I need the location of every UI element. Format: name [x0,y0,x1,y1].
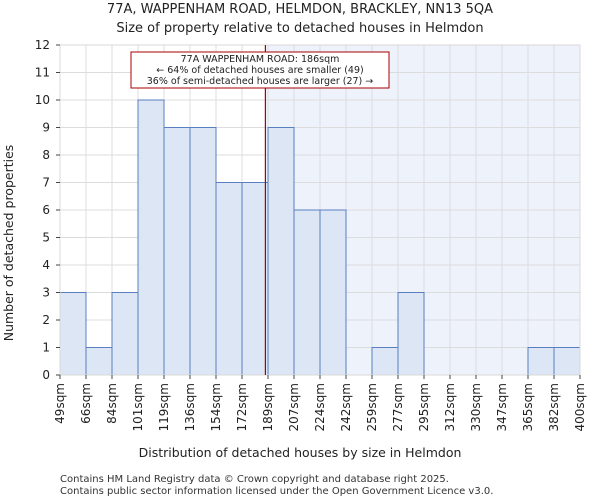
x-tick-label: 224sqm [313,383,327,431]
x-tick-label: 84sqm [105,383,119,424]
x-tick-label: 312sqm [443,383,457,431]
x-tick-label: 259sqm [365,383,379,431]
x-tick-label: 242sqm [339,383,353,431]
footer-line-2: Contains public sector information licen… [60,486,493,497]
x-tick-label: 101sqm [131,383,145,431]
bar-189sqm [267,127,295,376]
bar-207sqm [293,209,321,376]
chart-subtitle: Size of property relative to detached ho… [116,21,483,36]
annotation-line-2: ← 64% of detached houses are smaller (49… [156,65,363,76]
y-tick-label: 2 [42,313,50,327]
x-axis-ticks: 49sqm 66sqm 84sqm 101sqm 119sqm 136sqm 154sqm 1… [53,375,587,431]
bar-49sqm [59,292,87,376]
x-tick-label: 136sqm [183,383,197,431]
x-tick-label: 172sqm [235,383,249,431]
y-tick-label: 10 [35,93,50,107]
y-tick-label: 12 [35,38,50,52]
bar-259sqm [371,347,399,376]
y-tick-label: 5 [42,231,50,245]
annotation-border [130,51,390,89]
x-tick-label: 295sqm [417,383,431,431]
bars [59,99,581,376]
y-tick-label: 6 [42,203,50,217]
x-tick-label: 400sqm [573,383,587,431]
y-tick-label: 1 [42,341,50,355]
chart-title: 77A, WAPPENHAM ROAD, HELMDON, BRACKLEY, … [107,2,493,17]
x-tick-label: 365sqm [521,383,535,431]
bar-172sqm [241,182,269,376]
x-axis-label: Distribution of detached houses by size … [139,445,462,460]
y-tick-label: 3 [42,286,50,300]
y-tick-label: 0 [42,368,50,382]
y-tick-label: 8 [42,148,50,162]
annotation-line-1: 77A WAPPENHAM ROAD: 186sqm [181,54,340,65]
x-tick-label: 382sqm [547,383,561,431]
bar-84sqm [111,292,139,376]
x-tick-label: 49sqm [53,383,67,424]
y-tick-label: 11 [35,66,50,80]
y-axis-label: Number of detached properties [1,145,16,342]
bar-66sqm [85,347,113,376]
x-tick-label: 189sqm [261,383,275,431]
bar-365sqm [527,347,555,376]
x-tick-label: 119sqm [157,383,171,431]
x-tick-label: 277sqm [391,383,405,431]
y-tick-label: 7 [42,176,50,190]
x-tick-label: 154sqm [209,383,223,431]
x-tick-label: 347sqm [495,383,509,431]
x-tick-label: 330sqm [469,383,483,431]
footer-line-1: Contains HM Land Registry data © Crown c… [60,474,449,485]
bar-224sqm [319,209,347,376]
bar-101sqm [137,99,165,376]
x-tick-label: 207sqm [287,383,301,431]
bar-119sqm [163,127,191,376]
annotation-box: 77A WAPPENHAM ROAD: 186sqm ← 64% of deta… [130,51,390,89]
bar-136sqm [189,127,217,376]
annotation-line-3: 36% of semi-detached houses are larger (… [147,76,374,87]
bar-277sqm [397,292,425,376]
x-tick-label: 66sqm [79,383,93,424]
y-tick-label: 4 [42,258,50,272]
bar-382sqm [553,347,581,376]
y-tick-label: 9 [42,121,50,135]
bar-154sqm [215,182,243,376]
